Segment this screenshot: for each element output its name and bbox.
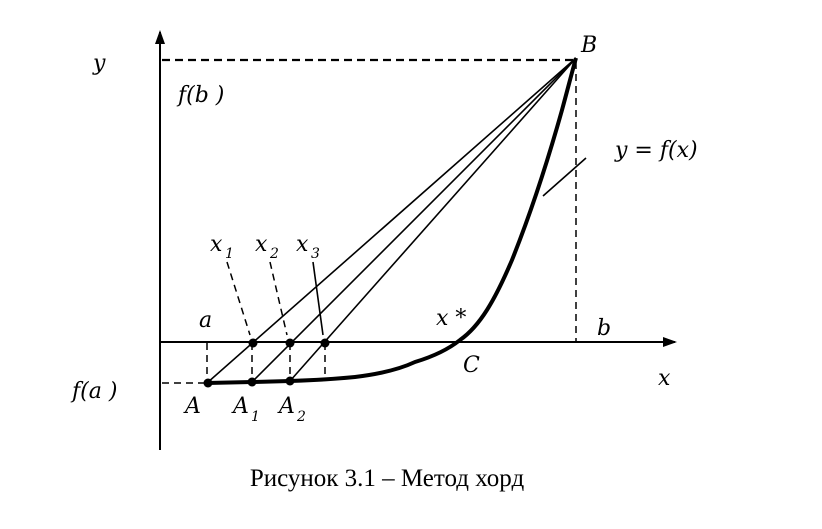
point-x1 bbox=[248, 338, 258, 348]
fa-label: f(a ) bbox=[70, 379, 117, 404]
x-star-label: x * bbox=[436, 306, 466, 331]
A-label: A bbox=[183, 394, 201, 419]
function-label: y = f(x) bbox=[614, 138, 698, 163]
a-label: a bbox=[199, 308, 212, 333]
function-pointer bbox=[542, 157, 587, 197]
x3-label: x bbox=[296, 232, 309, 257]
x-axis-label: x bbox=[658, 366, 671, 391]
fb-label: f(b ) bbox=[176, 83, 224, 108]
point-x3 bbox=[320, 338, 330, 348]
chord-A-B bbox=[206, 57, 577, 384]
A2-subscript: 2 bbox=[296, 409, 306, 425]
chord-A2-B bbox=[289, 57, 577, 382]
C-label: C bbox=[463, 353, 480, 378]
point-A2 bbox=[285, 376, 295, 386]
x3-subscript: 3 bbox=[311, 246, 320, 262]
A1-label: A bbox=[231, 394, 249, 419]
A2-label: A bbox=[277, 394, 295, 419]
x2-subscript: 2 bbox=[269, 246, 279, 262]
point-A1 bbox=[247, 377, 257, 387]
chord-A1-B bbox=[251, 57, 577, 383]
x1-subscript: 1 bbox=[225, 246, 234, 262]
x3-leader bbox=[312, 261, 324, 336]
x2-label: x bbox=[255, 232, 268, 257]
b-label: b bbox=[597, 316, 611, 341]
point-x2 bbox=[285, 338, 295, 348]
x1-label: x bbox=[210, 232, 223, 257]
figure-caption: Рисунок 3.1 – Метод хорд bbox=[250, 465, 525, 492]
B-label: B bbox=[580, 33, 597, 58]
y-axis-label: y bbox=[92, 51, 106, 76]
A1-subscript: 1 bbox=[251, 409, 260, 425]
x2-leader bbox=[269, 261, 288, 336]
function-curve bbox=[206, 57, 578, 385]
point-A bbox=[203, 378, 213, 388]
x1-leader bbox=[226, 261, 251, 336]
